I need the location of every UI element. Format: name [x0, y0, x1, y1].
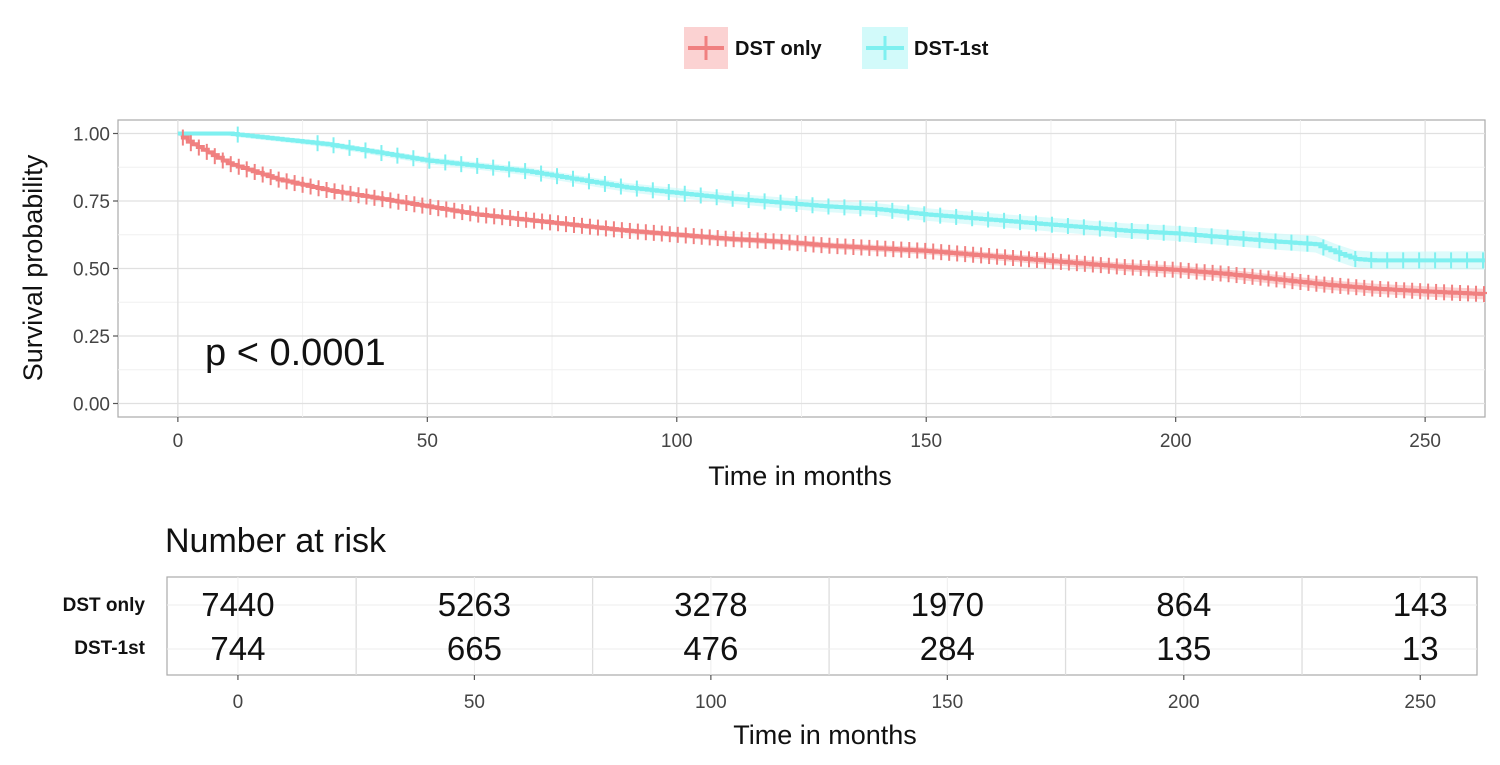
- risk-value-cell: 864: [1156, 586, 1211, 623]
- risk-x-tick-label: 100: [695, 692, 727, 713]
- risk-x-tick-label: 200: [1168, 692, 1200, 713]
- risk-table-title: Number at risk: [165, 522, 387, 560]
- risk-x-tick-label: 250: [1404, 692, 1436, 713]
- risk-value-cell: 135: [1156, 630, 1211, 667]
- risk-table-x-ticks: 0 50 100 150 200 250: [233, 675, 1436, 713]
- y-tick-label: 0.25: [73, 327, 110, 348]
- risk-row-label-dst-only: DST only: [63, 595, 146, 616]
- x-tick-label: 150: [910, 431, 942, 452]
- ci-band-dst-only: [177, 133, 1485, 300]
- risk-value-cell: 1970: [911, 586, 984, 623]
- risk-row-label-dst-1st: DST-1st: [74, 638, 145, 659]
- y-tick-label: 0.50: [73, 260, 110, 281]
- risk-value-cell: 143: [1393, 586, 1448, 623]
- risk-value-cell: 284: [920, 630, 975, 667]
- legend-item-dst-1st[interactable]: DST-1st: [862, 27, 989, 69]
- x-axis-ticks: 0 50 100 150 200 250: [173, 417, 1441, 452]
- x-tick-label: 250: [1409, 431, 1441, 452]
- y-tick-label: 0.00: [73, 395, 110, 416]
- legend: DST only DST-1st: [684, 27, 989, 69]
- y-tick-label: 1.00: [73, 125, 110, 146]
- risk-value-cell: 5263: [438, 586, 511, 623]
- x-tick-label: 100: [661, 431, 693, 452]
- survival-plot: 0.00 0.25 0.50 0.75 1.00 0 50 100 150 200 250 Tim…: [18, 119, 1487, 491]
- risk-value-cell: 3278: [674, 586, 747, 623]
- risk-table: Number at risk DST only DST-1st 7440 5263…: [63, 522, 1478, 750]
- legend-label-dst-only: DST only: [735, 38, 823, 60]
- risk-value-cell: 744: [210, 630, 265, 667]
- risk-value-cell: 7440: [201, 586, 274, 623]
- risk-table-gridlines: [167, 577, 1477, 675]
- censor-marks: [181, 126, 1486, 303]
- risk-table-values: 7440 5263 3278 1970 864 143 744 665 476 284 135 13: [201, 586, 1448, 667]
- y-axis-title: Survival probability: [18, 154, 48, 381]
- risk-table-panel: [166, 576, 1478, 676]
- risk-value-cell: 476: [683, 630, 738, 667]
- risk-value-cell: 665: [447, 630, 502, 667]
- risk-table-x-axis-title: Time in months: [733, 720, 917, 750]
- risk-x-tick-label: 0: [233, 692, 244, 713]
- x-tick-label: 200: [1160, 431, 1192, 452]
- risk-x-tick-label: 150: [931, 692, 963, 713]
- survival-curve-dst-1st: [177, 131, 1485, 263]
- p-value-annotation: p < 0.0001: [205, 332, 386, 374]
- x-tick-label: 50: [417, 431, 438, 452]
- legend-item-dst-only[interactable]: DST only: [684, 27, 823, 69]
- y-axis-ticks: 0.00 0.25 0.50 0.75 1.00: [73, 125, 118, 416]
- risk-x-tick-label: 50: [464, 692, 485, 713]
- y-tick-label: 0.75: [73, 192, 110, 213]
- legend-label-dst-1st: DST-1st: [914, 38, 989, 60]
- x-tick-label: 0: [173, 431, 184, 452]
- x-axis-title: Time in months: [708, 461, 892, 491]
- risk-value-cell: 13: [1402, 630, 1439, 667]
